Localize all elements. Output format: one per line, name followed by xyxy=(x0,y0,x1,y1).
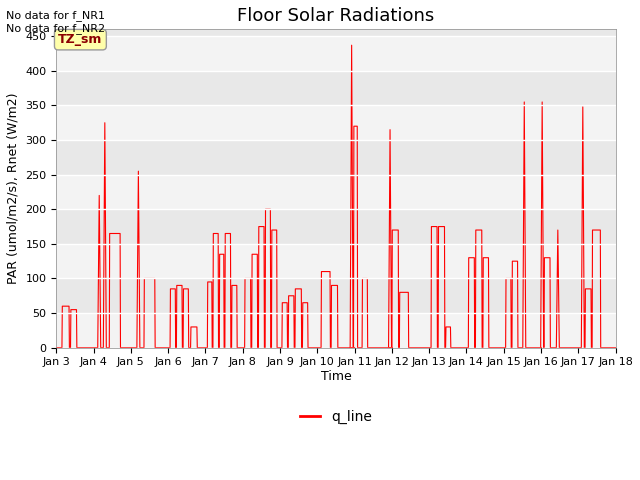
X-axis label: Time: Time xyxy=(321,370,351,383)
Title: Floor Solar Radiations: Floor Solar Radiations xyxy=(237,7,435,25)
Text: No data for f_NR2: No data for f_NR2 xyxy=(6,23,106,34)
Legend: q_line: q_line xyxy=(294,405,378,430)
Text: TZ_sm: TZ_sm xyxy=(58,33,102,46)
Text: No data for f_NR1: No data for f_NR1 xyxy=(6,11,106,22)
Bar xyxy=(56,106,616,140)
Y-axis label: PAR (umol/m2/s), Rnet (W/m2): PAR (umol/m2/s), Rnet (W/m2) xyxy=(7,93,20,284)
Bar xyxy=(56,36,616,71)
Bar xyxy=(56,244,616,278)
Bar xyxy=(56,175,616,209)
Bar xyxy=(56,313,616,348)
